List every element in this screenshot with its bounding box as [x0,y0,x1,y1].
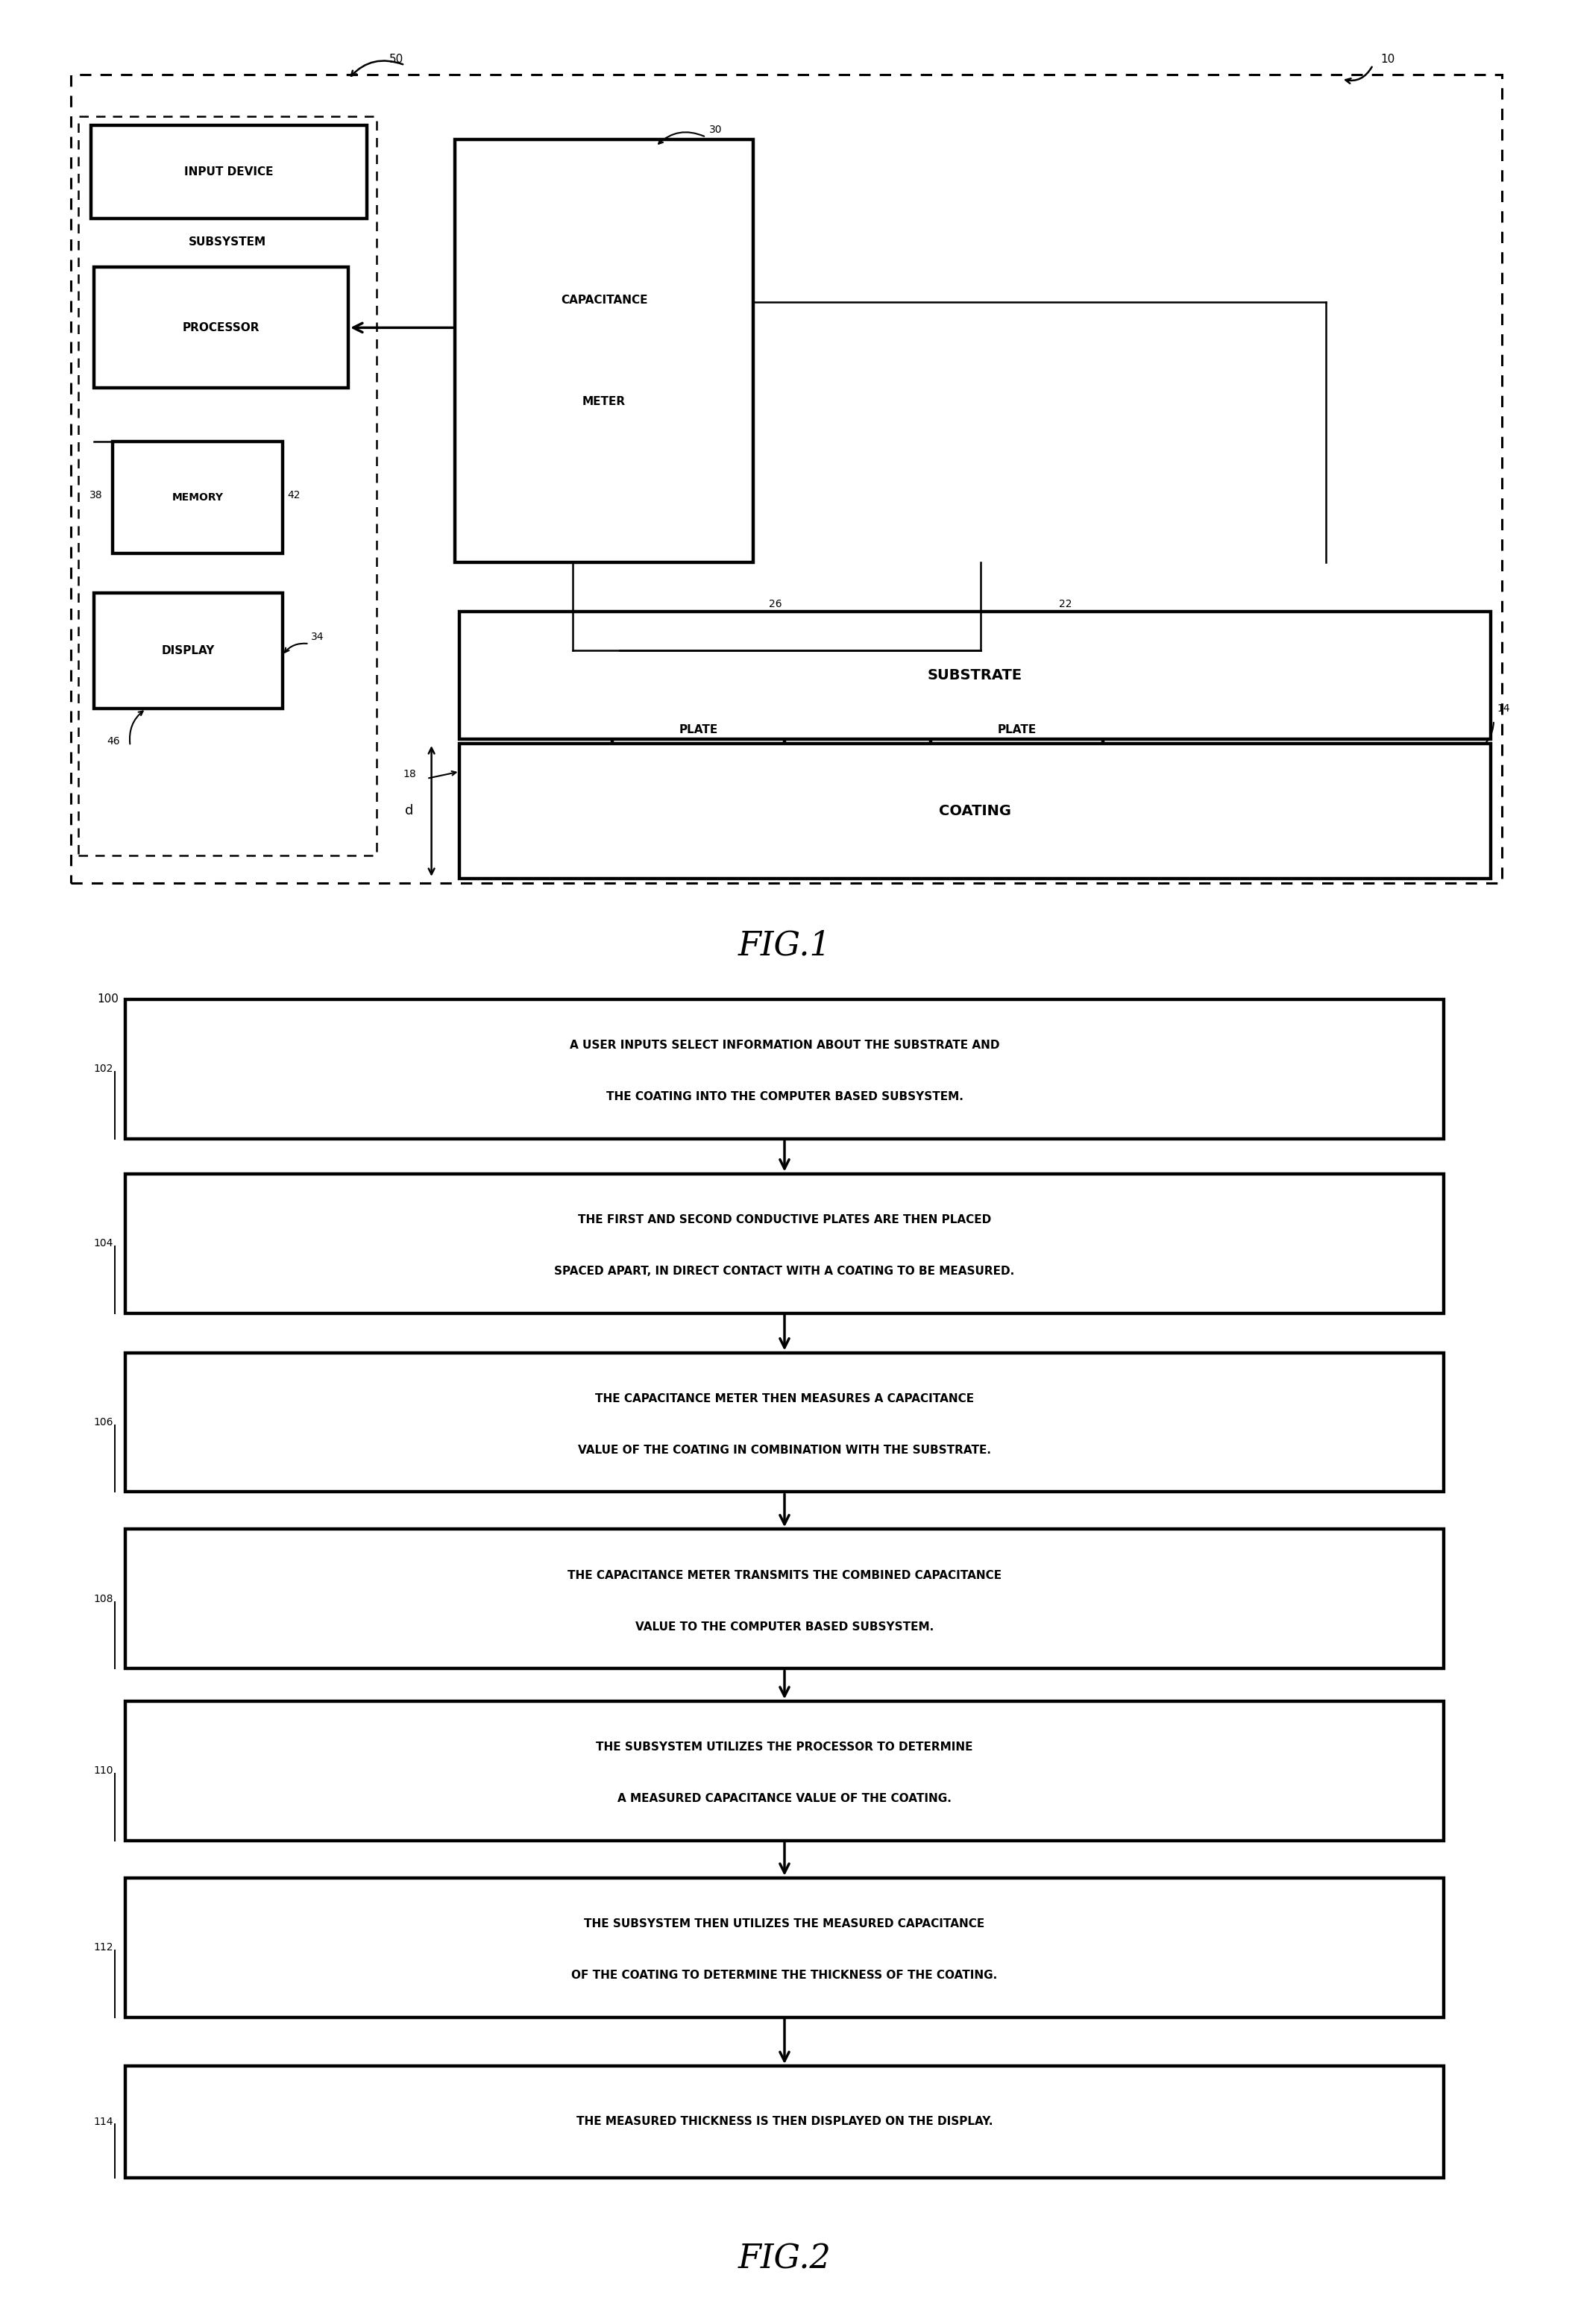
Text: 38: 38 [89,490,102,500]
Text: CAPACITANCE: CAPACITANCE [560,295,648,307]
Text: SPACED APART, IN DIRECT CONTACT WITH A COATING TO BE MEASURED.: SPACED APART, IN DIRECT CONTACT WITH A C… [554,1267,1015,1276]
FancyArrowPatch shape [715,611,764,644]
Text: 110: 110 [93,1766,113,1776]
Text: 50: 50 [389,53,403,65]
Text: COATING: COATING [938,804,1012,818]
Text: SUBSTRATE: SUBSTRATE [927,667,1023,683]
Bar [126,1174,1443,1313]
Text: 22: 22 [1059,600,1072,609]
Text: 104: 104 [93,1239,113,1248]
Text: A MEASURED CAPACITANCE VALUE OF THE COATING.: A MEASURED CAPACITANCE VALUE OF THE COAT… [618,1794,951,1803]
Text: MEMORY: MEMORY [173,493,223,502]
Text: THE CAPACITANCE METER TRANSMITS THE COMBINED CAPACITANCE: THE CAPACITANCE METER TRANSMITS THE COMB… [568,1569,1001,1580]
Text: 112: 112 [93,1943,113,1952]
Text: 106: 106 [93,1418,113,1427]
Bar [930,651,1103,809]
Text: OF THE COATING TO DETERMINE THE THICKNESS OF THE COATING.: OF THE COATING TO DETERMINE THE THICKNES… [571,1971,998,1980]
Text: 42: 42 [287,490,300,500]
FancyArrowPatch shape [284,644,308,653]
FancyArrowPatch shape [1346,67,1371,84]
Bar [612,651,784,809]
Text: THE SUBSYSTEM UTILIZES THE PROCESSOR TO DETERMINE: THE SUBSYSTEM UTILIZES THE PROCESSOR TO … [596,1741,973,1752]
FancyArrowPatch shape [659,132,704,144]
Bar [78,116,377,855]
Text: PLATE: PLATE [998,725,1036,734]
Text: THE FIRST AND SECOND CONDUCTIVE PLATES ARE THEN PLACED: THE FIRST AND SECOND CONDUCTIVE PLATES A… [577,1213,992,1225]
Text: DISPLAY: DISPLAY [162,646,215,655]
Bar [71,74,1502,883]
Bar [455,139,753,562]
Text: 100: 100 [97,995,119,1004]
Bar [94,267,348,388]
Text: PROCESSOR: PROCESSOR [182,323,260,332]
Text: 102: 102 [93,1064,113,1074]
FancyArrowPatch shape [1478,723,1494,748]
Text: A USER INPUTS SELECT INFORMATION ABOUT THE SUBSTRATE AND: A USER INPUTS SELECT INFORMATION ABOUT T… [570,1039,999,1050]
Bar [126,1878,1443,2017]
Bar [126,2066,1443,2178]
Text: 14: 14 [1497,704,1509,713]
Text: 10: 10 [1381,53,1395,65]
Bar [91,125,367,218]
FancyArrowPatch shape [428,772,457,779]
Bar [94,593,282,709]
FancyArrowPatch shape [351,60,403,77]
Text: INPUT DEVICE: INPUT DEVICE [185,167,273,177]
Text: 34: 34 [311,632,323,641]
Text: 26: 26 [769,600,781,609]
FancyArrowPatch shape [130,711,143,744]
Bar [460,611,1491,739]
Text: 30: 30 [709,125,722,135]
Text: d: d [405,804,414,818]
Bar [460,744,1491,878]
Text: THE CAPACITANCE METER THEN MEASURES A CAPACITANCE: THE CAPACITANCE METER THEN MEASURES A CA… [595,1392,974,1404]
FancyArrowPatch shape [1018,611,1054,641]
Bar [126,999,1443,1139]
Text: THE COATING INTO THE COMPUTER BASED SUBSYSTEM.: THE COATING INTO THE COMPUTER BASED SUBS… [606,1092,963,1102]
Text: THE MEASURED THICKNESS IS THEN DISPLAYED ON THE DISPLAY.: THE MEASURED THICKNESS IS THEN DISPLAYED… [576,2117,993,2126]
Text: SUBSYSTEM: SUBSYSTEM [188,237,267,246]
Bar [113,442,282,553]
Text: PLATE: PLATE [679,725,717,734]
Bar [126,1353,1443,1492]
Text: THE SUBSYSTEM THEN UTILIZES THE MEASURED CAPACITANCE: THE SUBSYSTEM THEN UTILIZES THE MEASURED… [584,1917,985,1929]
Text: FIG.2: FIG.2 [737,2243,832,2275]
Text: 18: 18 [403,769,416,779]
Bar [126,1701,1443,1841]
Text: 46: 46 [107,737,119,746]
Text: 114: 114 [93,2117,113,2126]
Text: METER: METER [582,395,626,407]
Text: VALUE OF THE COATING IN COMBINATION WITH THE SUBSTRATE.: VALUE OF THE COATING IN COMBINATION WITH… [577,1446,992,1455]
FancyArrowPatch shape [135,1016,166,1046]
Text: VALUE TO THE COMPUTER BASED SUBSYSTEM.: VALUE TO THE COMPUTER BASED SUBSYSTEM. [635,1622,934,1631]
Text: FIG.1: FIG.1 [737,930,832,962]
Bar [126,1529,1443,1669]
Text: 108: 108 [93,1594,113,1604]
